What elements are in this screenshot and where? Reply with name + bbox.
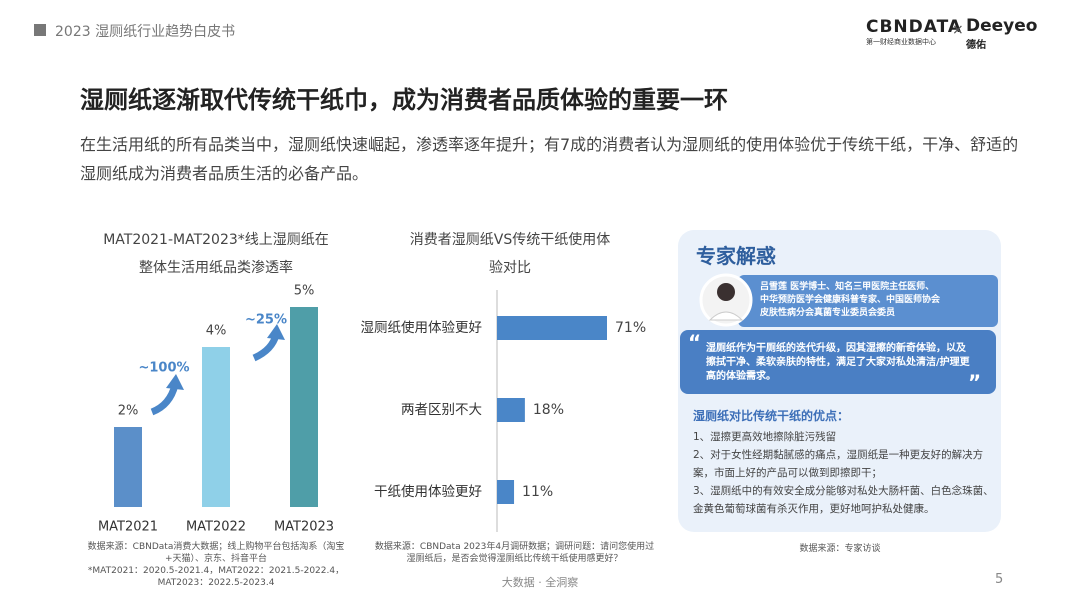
quote-mark: “	[688, 331, 701, 355]
bio: 吕雪莲 医学博士、知名三甲医院主任医师、 中华预防医学会健康科普专家、中国医师协会…	[760, 281, 940, 320]
bio-line: 皮肤性病分会真菌专业委员会委员	[760, 308, 896, 318]
value-label: 71%	[615, 320, 646, 336]
expert-title: 专家解惑	[696, 244, 776, 268]
partner-logo: Deeyeo	[966, 16, 1038, 36]
tagline: 大数据 · 全洞察	[501, 576, 579, 589]
avatar-body	[708, 311, 744, 321]
value-label: 5%	[294, 284, 315, 299]
bar	[497, 316, 607, 340]
bio-box	[738, 275, 998, 327]
source-line: 数据来源：CBNData消费大数据；线上购物平台包括淘系（淘宝+天猫）、京东、抖…	[87, 542, 345, 564]
report-name: 2023 湿厕纸行业趋势白皮书	[55, 24, 236, 40]
bar	[497, 480, 515, 504]
source-line: *MAT2021：2020.5-2021.4，MAT2022：2021.5-20…	[87, 566, 345, 588]
logo: CBNDATA	[866, 17, 963, 37]
bar	[114, 427, 142, 507]
bio-line: 吕雪莲 医学博士、知名三甲医院主任医师、	[760, 282, 935, 292]
value-label: 11%	[522, 484, 553, 500]
chart-title: MAT2021-MAT2023*线上湿厕纸在整体生活用纸品类渗透率	[103, 232, 329, 276]
source-note: 数据来源：CBNData消费大数据；线上购物平台包括淘系（淘宝+天猫）、京东、抖…	[80, 541, 352, 589]
source-note: 数据来源：专家访谈	[799, 544, 881, 554]
quote-box	[680, 330, 996, 394]
annotation: ~100%	[138, 361, 189, 376]
y-tick-label: 干纸使用体验更好	[374, 483, 482, 500]
bar	[290, 307, 318, 507]
bio-line: 中华预防医学会健康科普专家、中国医师协会	[760, 295, 941, 305]
partner-logo-sub: 德佑	[966, 40, 986, 51]
advantages-title: 湿厕纸对比传统干纸的优点：	[693, 409, 850, 423]
x-tick-label: MAT2023	[274, 520, 334, 535]
advantage: 2、对于女性经期黏腻感的痛点，湿厕纸是一种更友好的解决方案，市面上好的产品可以做…	[693, 449, 984, 479]
intro: 在生活用纸的所有品类当中，湿厕纸快速崛起，渗透率逐年提升；有7成的消费者认为湿厕…	[80, 135, 1019, 183]
y-tick-label: 湿厕纸使用体验更好	[361, 319, 483, 336]
value-label: 2%	[118, 404, 139, 419]
value-label: 4%	[206, 324, 227, 339]
value-label: 18%	[533, 402, 564, 418]
bar	[202, 347, 230, 507]
logo-sub: 第一财经商业数据中心	[866, 38, 936, 46]
bar	[497, 398, 525, 422]
x-tick-label: MAT2022	[186, 520, 246, 535]
annotation: ~25%	[245, 313, 287, 328]
y-tick-label: 两者区别不大	[401, 402, 482, 418]
advantage: 1、湿擦更高效地擦除脏污残留	[693, 431, 837, 443]
avatar-head	[717, 283, 735, 301]
logo-separator: ×	[952, 22, 964, 38]
arrow-head	[267, 324, 285, 340]
quote: 湿厕纸作为干厕纸的迭代升级，因其湿擦的新奇体验，以及擦拭干净、柔软亲肤的特性，满…	[706, 343, 970, 382]
advantage: 3、湿厕纸中的有效安全成分能够对私处大肠杆菌、白色念珠菌、金黄色葡萄球菌有杀灭作…	[693, 485, 994, 515]
page-number: 5	[995, 572, 1004, 587]
header-marker	[34, 24, 46, 36]
quote-mark: ”	[968, 371, 981, 395]
chart-title: 消费者湿厕纸VS传统干纸使用体验对比	[409, 232, 611, 276]
arrow-head	[166, 374, 184, 390]
growth-arrow	[150, 384, 179, 416]
slide-title: 湿厕纸逐渐取代传统干纸巾，成为消费者品质体验的重要一环	[80, 86, 728, 114]
advantages: 1、湿擦更高效地擦除脏污残留 2、对于女性经期黏腻感的痛点，湿厕纸是一种更友好的解…	[693, 428, 995, 518]
x-tick-label: MAT2021	[98, 520, 158, 535]
source-note: 数据来源：CBNData 2023年4月调研数据；调研问题：请问您使用过湿厕纸后…	[374, 542, 655, 564]
